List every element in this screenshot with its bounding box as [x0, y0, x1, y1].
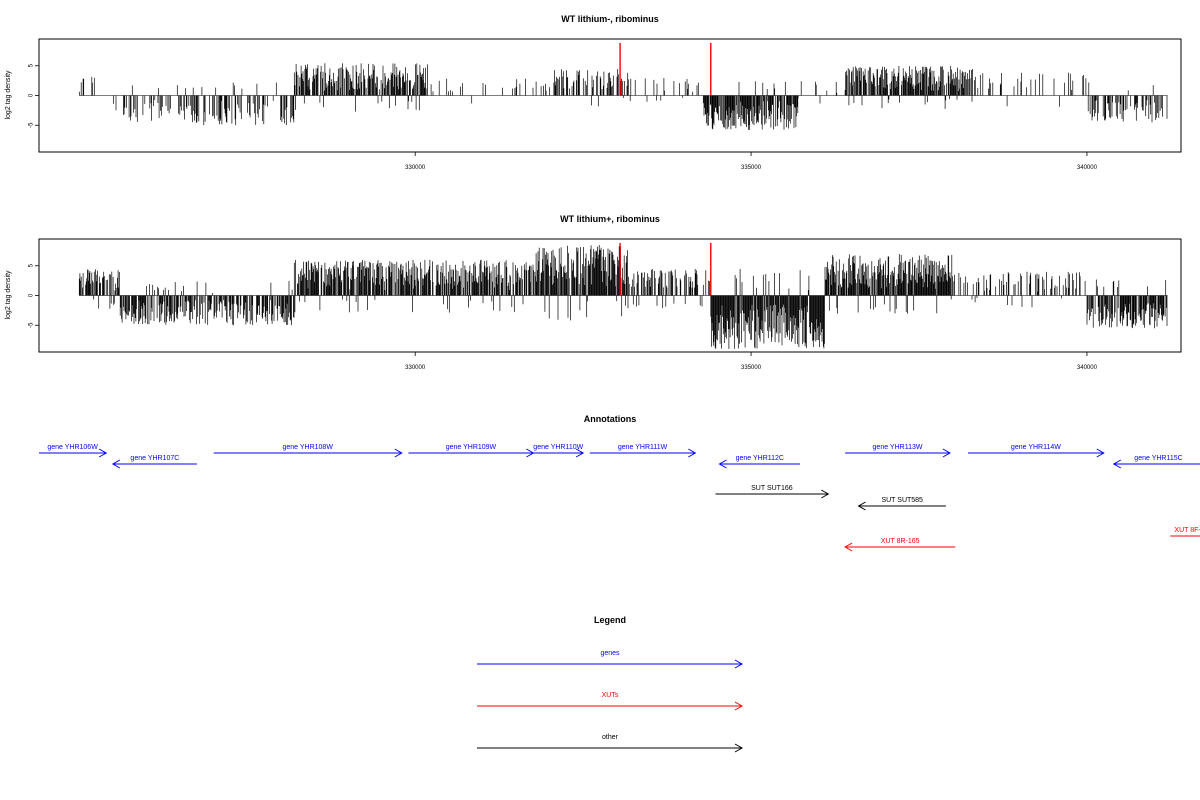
annotation-label: gene YHR106W [47, 444, 98, 451]
annotation-gene: gene YHR109W [408, 444, 535, 458]
legend-entry: XUTs [477, 692, 744, 711]
annotation-label: gene YHR110W [533, 444, 583, 451]
annotation-gene: gene YHR110W [533, 444, 585, 458]
arrow-head-icon [734, 701, 744, 711]
y-tick-label: -5 [29, 122, 35, 128]
y-tick-label: 0 [29, 93, 35, 97]
annotation-label: gene YHR111W [618, 444, 668, 451]
y-tick-label: 5 [29, 263, 35, 267]
arrow-head-icon [821, 489, 830, 499]
legend-title: Legend [594, 615, 626, 625]
y-axis-label: log2 tag density [5, 70, 12, 120]
arrow-head-icon [575, 448, 585, 458]
density-bars [78, 245, 1168, 349]
arrow-head-icon [688, 448, 697, 458]
annotation-label: gene YHR112C [736, 455, 784, 462]
annotation-label: SUT SUT166 [751, 485, 793, 492]
annotation-xut: XUT 8F-144 [1170, 527, 1200, 537]
y-axis-label: log2 tag density [5, 270, 12, 320]
arrow-head-icon [98, 448, 108, 458]
annotation-gene: gene YHR114W [968, 444, 1105, 458]
annotations-title: Annotations [584, 414, 637, 424]
y-tick-label: 0 [29, 293, 35, 297]
y-axis: 5 0 -5 [29, 63, 39, 128]
annotation-gene: gene YHR108W [213, 444, 403, 458]
annotation-gene: gene YHR115C [1112, 455, 1200, 469]
x-tick-label: 330000 [405, 165, 426, 171]
annotation-label: gene YHR114W [1011, 444, 1061, 451]
annotation-label: gene YHR107C [130, 455, 179, 462]
legend-label: XUTs [602, 692, 619, 699]
legend-label: genes [600, 650, 620, 657]
arrow-head-icon [942, 448, 951, 458]
panel-lithium-plus: WT lithium+, ribominus log2 tag density … [5, 214, 1182, 371]
annotation-gene: gene YHR107C [111, 455, 197, 469]
arrow-head-icon [111, 459, 121, 469]
arrow-head-icon [1096, 448, 1105, 458]
panel-title: WT lithium-, ribominus [561, 14, 659, 24]
panel-title: WT lithium+, ribominus [560, 214, 660, 224]
annotation-label: gene YHR109W [446, 444, 497, 451]
legend-entry: genes [477, 650, 744, 669]
y-axis: 5 0 -5 [29, 263, 39, 328]
annotations-track: Annotations gene YHR106W gene YHR107C gene… [39, 414, 1200, 552]
x-tick-label: 335000 [741, 365, 762, 371]
arrow-head-icon [857, 501, 866, 511]
annotation-label: gene YHR113W [873, 444, 923, 451]
arrow-head-icon [734, 743, 744, 753]
annotation-label: XUT 8R-165 [881, 538, 920, 545]
annotation-gene: gene YHR111W [589, 444, 697, 458]
annotation-gene: gene YHR106W [39, 444, 108, 458]
annotation-label: SUT SUT585 [881, 497, 923, 504]
y-tick-label: -5 [29, 322, 35, 328]
arrow-head-icon [1112, 459, 1122, 469]
arrow-head-icon [718, 459, 727, 469]
annotation-other: SUT SUT585 [857, 497, 946, 511]
x-tick-label: 335000 [741, 165, 762, 171]
x-tick-label: 330000 [405, 365, 426, 371]
annotation-xut: XUT 8R-165 [844, 538, 956, 552]
legend-label: other [602, 734, 619, 741]
x-axis: 330000 335000 340000 [405, 352, 1098, 371]
y-tick-label: 5 [29, 63, 35, 67]
x-tick-label: 340000 [1077, 365, 1098, 371]
annotation-other: SUT SUT166 [715, 485, 830, 499]
legend-entry: other [477, 734, 744, 753]
x-tick-label: 340000 [1077, 165, 1098, 171]
red-markers [619, 243, 712, 296]
arrow-head-icon [394, 448, 403, 458]
arrow-head-icon [734, 659, 744, 669]
panel-lithium-minus: WT lithium-, ribominus log2 tag density … [5, 14, 1182, 171]
arrow-head-icon [844, 542, 853, 552]
legend: Legend genes XUTs other [477, 615, 744, 753]
x-axis: 330000 335000 340000 [405, 152, 1098, 171]
annotation-gene: gene YHR113W [845, 444, 951, 458]
annotation-label: gene YHR115C [1134, 455, 1182, 462]
annotation-label: XUT 8F-144 [1174, 527, 1200, 534]
red-markers [619, 43, 712, 96]
density-bars [78, 63, 1168, 130]
annotation-label: gene YHR108W [282, 444, 333, 451]
annotation-gene: gene YHR112C [718, 455, 801, 469]
